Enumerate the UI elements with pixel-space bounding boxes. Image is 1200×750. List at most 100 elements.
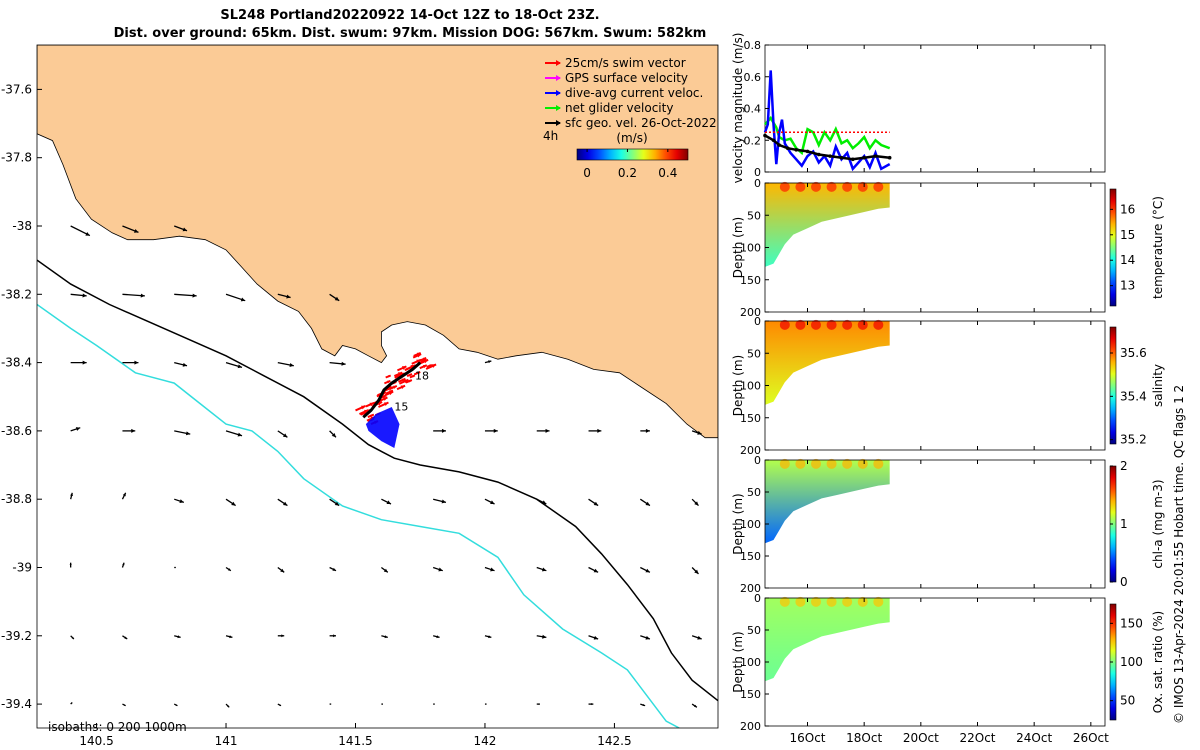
section-colorbar-tick-label: 35.6	[1120, 346, 1147, 360]
surface-vector-head	[177, 635, 181, 639]
isobath-label: isobaths: 0 200 1000m	[48, 720, 187, 734]
map-frame	[36, 44, 719, 729]
section-colorbar-label: chl-a (mg m-3)	[1151, 479, 1165, 568]
legend-swatch-head	[556, 75, 561, 81]
swim-vector-head	[431, 364, 437, 368]
section-surface-patch	[842, 596, 853, 607]
surface-vector-head	[332, 567, 336, 571]
section-y-tick-label: 50	[747, 486, 761, 499]
surface-vector-head	[134, 360, 139, 365]
surface-vector-head	[490, 500, 495, 504]
map-y-tick-label: -38.4	[1, 356, 32, 370]
surface-vector-head	[642, 703, 646, 707]
section-colorbar-tick-label: 15	[1120, 228, 1135, 242]
surface-vector-head	[441, 499, 446, 504]
section-surface-patch	[795, 458, 806, 469]
velocity-point	[862, 155, 866, 160]
section-surface-patch	[811, 596, 821, 607]
swim-vector-head	[382, 395, 387, 398]
velocity-point	[785, 146, 790, 150]
section-surface-patch	[811, 319, 821, 330]
surface-vector-head	[386, 500, 391, 504]
title-line-2: Dist. over ground: 65km. Dist. swum: 97k…	[113, 26, 707, 41]
section-ylabel: Depth (m)	[731, 355, 745, 416]
section-colorbar-label: temperature (°C)	[1151, 196, 1165, 299]
velocity-y-tick-label: 0.4	[744, 103, 762, 116]
map-y-tick-label: -38.2	[1, 287, 32, 301]
map-y-tick-label: -39	[12, 560, 32, 574]
surface-vector-head	[438, 567, 443, 572]
velocity-series-line	[764, 115, 891, 156]
section-y-tick-label: 0	[754, 315, 761, 328]
surface-vector-head	[334, 296, 340, 301]
surface-vector-head	[334, 501, 340, 506]
title-line-1: SL248 Portland20220922 14-Oct 12Z to 18-…	[220, 8, 600, 23]
surface-vector-head	[541, 500, 547, 504]
velocity-point	[817, 152, 821, 157]
surface-vector-head	[185, 431, 191, 436]
swim-vector-head	[397, 372, 403, 376]
map-y-tick-label: -38.8	[1, 492, 32, 506]
section-surface-patch	[857, 596, 868, 607]
surface-vector-head	[538, 703, 540, 705]
surface-vector-head	[383, 568, 388, 573]
section-surface-patch	[842, 458, 853, 469]
section-surface-patch	[873, 181, 884, 192]
legend-label: dive-avg current veloc.	[565, 86, 703, 100]
surface-vector-head	[591, 703, 594, 706]
section-colorbar-tick-label: 16	[1120, 202, 1135, 216]
swim-vector-head	[383, 402, 389, 406]
section-y-tick-label: 50	[747, 209, 761, 222]
swim-vector-head	[423, 359, 429, 364]
surface-vector-head	[593, 501, 599, 506]
surface-vector-head	[122, 492, 126, 497]
velocity-point	[887, 155, 892, 160]
section-surface-patch	[779, 458, 790, 469]
surface-vector-head	[182, 227, 188, 232]
surface-vector-head	[82, 293, 87, 298]
section-y-tick-label: 100	[740, 656, 761, 669]
surface-vector-head	[341, 361, 346, 366]
section-data-area	[765, 321, 890, 405]
isobath-1000m	[37, 303, 680, 728]
surface-vector-head	[645, 635, 650, 640]
surface-vector-head	[333, 634, 336, 638]
swim-vector-head	[401, 378, 406, 382]
surface-vector-head	[279, 704, 282, 706]
map-x-tick-label: 142	[474, 734, 497, 748]
surface-vector-head	[179, 499, 184, 504]
footer-note: © IMOS 13-Apr-2024 20:01:55 Hobart time.…	[1172, 384, 1186, 724]
surface-vector-head	[229, 635, 233, 639]
swim-vector-head	[412, 375, 415, 378]
velocity-y-tick-label: 0	[754, 166, 761, 179]
velocity-point	[851, 157, 855, 162]
map-x-tick-label: 141	[215, 734, 238, 748]
section-y-tick-label: 150	[740, 274, 761, 287]
velocity-panel-frame	[764, 44, 1106, 173]
swim-vector-head	[416, 353, 422, 358]
surface-vector-head	[331, 433, 336, 438]
surface-vector-head	[133, 229, 139, 233]
section-colorbar	[1109, 188, 1117, 307]
section-surface-patch	[795, 181, 806, 192]
section-colorbar	[1109, 326, 1117, 445]
swim-vector-head	[422, 364, 427, 369]
surface-vector-head	[490, 567, 495, 572]
surface-vector-head	[593, 568, 599, 573]
section-surface-patch	[873, 458, 884, 469]
section-colorbar-tick-label: 100	[1120, 655, 1143, 669]
surface-vector-head	[175, 704, 178, 706]
map-x-tick-label: 140.5	[79, 734, 113, 748]
surface-vector-head	[237, 364, 243, 369]
legend-label: 25cm/s swim vector	[565, 56, 686, 70]
surface-vector-head	[593, 635, 599, 640]
section-surface-patch	[826, 458, 837, 469]
section-colorbar-label: Ox. sat. ratio (%)	[1151, 611, 1165, 713]
surface-vector-head	[282, 433, 288, 438]
velocity-ylabel: velocity magnitude (m/s)	[731, 33, 745, 184]
surface-vector-head	[694, 704, 697, 708]
surface-vector-head	[281, 634, 285, 638]
surface-vector-head	[70, 492, 73, 497]
glider-track	[362, 361, 422, 419]
section-y-tick-label: 0	[754, 177, 761, 190]
